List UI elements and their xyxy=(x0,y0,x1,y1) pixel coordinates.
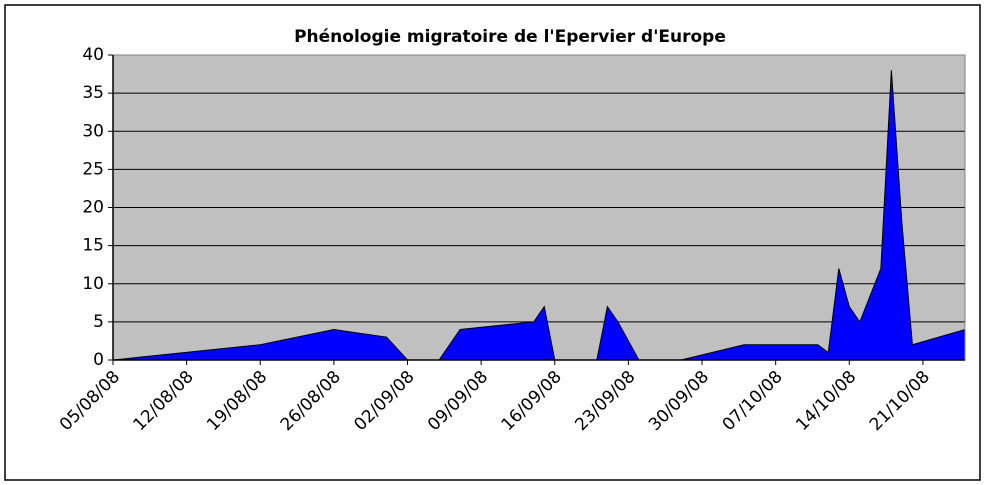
chart-title: Phénologie migratoire de l'Epervier d'Eu… xyxy=(294,27,726,47)
y-tick-label: 5 xyxy=(93,312,104,332)
y-tick-label: 20 xyxy=(82,198,104,218)
y-tick-label: 30 xyxy=(82,121,104,141)
y-tick-label: 0 xyxy=(93,350,104,370)
y-tick-label: 35 xyxy=(82,83,104,103)
y-tick-label: 40 xyxy=(82,45,104,65)
y-tick-label: 15 xyxy=(82,236,104,256)
y-tick-label: 25 xyxy=(82,159,104,179)
y-tick-label: 10 xyxy=(82,274,104,294)
